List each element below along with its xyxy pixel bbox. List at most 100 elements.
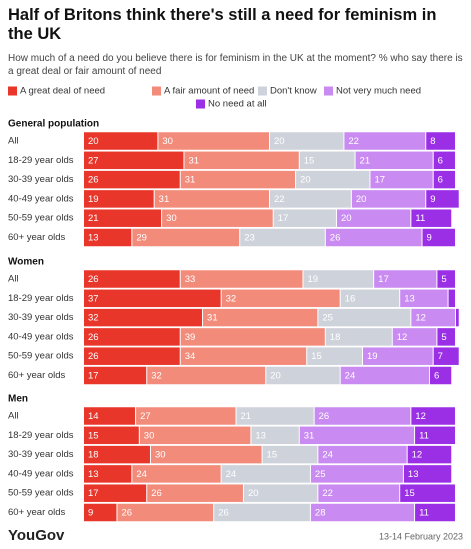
data-label: 17 [378,274,389,285]
data-label: 13 [88,233,99,244]
data-label: 30 [166,213,177,224]
bar-segment [325,228,422,247]
data-label: 20 [341,213,352,224]
data-label: 11 [415,213,425,224]
bar-segment [117,503,214,522]
data-label: 31 [159,194,170,205]
data-label: 15 [88,430,99,441]
data-label: 13 [404,293,415,304]
data-label: 12 [415,411,426,422]
data-label: 15 [304,155,315,166]
bar-segment [411,407,455,425]
data-label: 20 [248,488,259,499]
row-label: 30-39 year olds [8,312,74,323]
data-label: 11 [419,508,429,519]
bar-segment [180,347,307,365]
row-label: 60+ year olds [8,232,66,243]
data-label: 11 [419,430,429,441]
bar-segment [310,465,403,483]
data-label: 24 [136,469,147,480]
legend-swatch [8,86,17,96]
bar-segment [180,328,325,346]
data-label: 31 [304,430,315,441]
bar-segment [336,209,411,227]
bar-segment [433,151,455,170]
data-label: 9 [88,508,93,519]
data-label: 5 [441,274,446,285]
bar-segment [139,426,251,445]
bar-segment [147,366,266,385]
data-label: 17 [374,175,385,186]
row-label: 40-49 year olds [8,193,74,204]
legend-label: No need at all [208,99,267,110]
bar-segment [340,366,429,385]
bar-segment [262,445,318,464]
bar-segment [310,503,415,522]
date: 13-14 February 2023 [379,531,463,541]
data-label: 12 [415,313,426,324]
bar-segment [270,132,344,150]
bar-segment [266,366,340,385]
data-label: 37 [88,293,99,304]
data-label: 22 [274,194,285,205]
bar-segment [180,270,303,288]
brand-logo: YouGov [8,527,65,544]
data-label: 32 [226,293,237,304]
data-label: 8 [430,136,435,147]
bar-segment [270,190,351,208]
bar-segment [184,151,299,170]
data-label: 20 [274,136,285,147]
bar-segment [422,228,455,247]
row-label: 60+ year olds [8,507,66,518]
data-label: 6 [438,175,443,186]
data-label: 26 [121,508,132,519]
bar-segment [426,190,459,208]
bar-segment [162,209,273,227]
bar-segment [84,289,221,308]
group-title: Men [8,394,28,405]
legend-label: Not very much need [336,86,421,97]
group-title: Women [8,257,44,268]
row-label: 30-39 year olds [8,449,74,460]
data-label: 6 [438,155,443,166]
bar-segment [84,170,180,189]
bar-segment [318,484,400,502]
data-label: 12 [397,332,408,343]
bar-segment [84,484,147,502]
row-label: 30-39 year olds [8,174,74,185]
group-title: General population [8,119,99,130]
bar-segment [429,366,452,385]
bar-segment [415,503,455,522]
data-label: 20 [88,136,99,147]
bar-segment [136,407,236,425]
row-label: 50-59 year olds [8,213,74,224]
bar-segment [426,132,455,150]
data-label: 17 [88,488,99,499]
data-label: 27 [88,155,99,166]
bar-segment [154,190,269,208]
bar-segment [84,270,180,288]
row-label: 18-29 year olds [8,293,74,304]
row-label: 40-49 year olds [8,331,74,342]
data-label: 18 [330,332,341,343]
bar-segment [411,209,452,227]
data-label: 15 [267,450,278,461]
bar-segment [318,308,411,327]
data-label: 26 [88,274,99,285]
data-label: 21 [360,155,371,166]
data-label: 30 [155,450,166,461]
bar-segment [84,407,136,425]
data-label: 14 [88,411,99,422]
data-label: 24 [226,469,237,480]
bar-segment [437,270,455,288]
bar-segment [84,308,203,327]
data-label: 17 [88,371,99,382]
bar-segment [433,170,455,189]
row-label: All [8,274,19,285]
data-label: 26 [88,332,99,343]
bar-segment [411,308,455,327]
chart-title: Half of Britons think there's still a ne… [8,6,437,43]
data-label: 26 [319,411,330,422]
